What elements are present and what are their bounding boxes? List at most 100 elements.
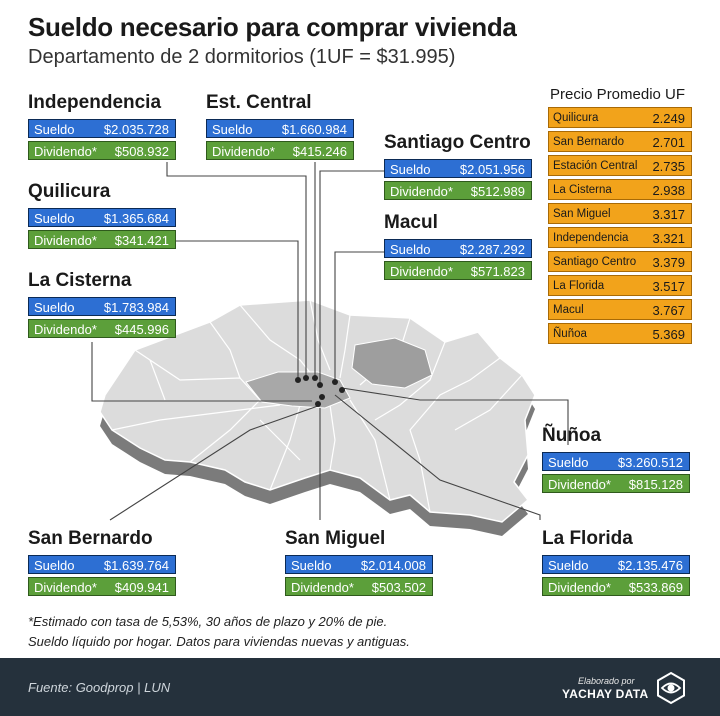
dividendo-label: Dividendo* [34, 233, 97, 248]
price-comuna: Santiago Centro [553, 256, 637, 268]
price-table-title: Precio Promedio UF [550, 86, 686, 103]
price-row: La Cisterna 2.938 [548, 179, 692, 200]
price-value: 2.701 [652, 135, 685, 150]
dividendo-value: $815.128 [628, 477, 683, 492]
brand-name: YACHAY DATA [562, 687, 649, 701]
dividendo-label: Dividendo* [548, 477, 611, 492]
dividendo-row: Dividendo* $341.421 [28, 230, 176, 249]
price-comuna: Independencia [553, 232, 629, 244]
comuna-name: Independencia [28, 92, 162, 113]
price-value: 3.317 [652, 207, 685, 222]
comuna-name: La Florida [542, 528, 633, 549]
sueldo-row: Sueldo $3.260.512 [542, 452, 690, 471]
source-text: Fuente: Goodprop | LUN [28, 680, 171, 695]
sueldo-label: Sueldo [390, 162, 431, 177]
sueldo-label: Sueldo [34, 558, 75, 573]
price-row: Ñuñoa 5.369 [548, 323, 692, 344]
price-value: 3.379 [652, 255, 685, 270]
price-value: 3.767 [652, 303, 685, 318]
sueldo-value: $2.287.292 [459, 242, 525, 257]
sueldo-label: Sueldo [34, 300, 75, 315]
comuna-name: San Bernardo [28, 528, 153, 549]
sueldo-value: $3.260.512 [617, 455, 683, 470]
price-row: Independencia 3.321 [548, 227, 692, 248]
price-comuna: La Florida [553, 280, 605, 292]
price-row: Estación Central 2.735 [548, 155, 692, 176]
price-table: Quilicura 2.249 San Bernardo 2.701 Estació… [548, 107, 692, 347]
dividendo-value: $533.869 [628, 580, 683, 595]
sueldo-value: $2.135.476 [617, 558, 683, 573]
dividendo-label: Dividendo* [390, 264, 453, 279]
price-comuna: Macul [553, 304, 584, 316]
price-row: Santiago Centro 3.379 [548, 251, 692, 272]
sueldo-row: Sueldo $1.783.984 [28, 297, 176, 316]
sueldo-row: Sueldo $1.639.764 [28, 555, 176, 574]
sueldo-row: Sueldo $2.287.292 [384, 239, 532, 258]
sueldo-value: $2.035.728 [103, 122, 169, 137]
price-comuna: Quilicura [553, 112, 599, 124]
footnote: *Estimado con tasa de 5,53%, 30 años de … [28, 612, 410, 652]
dividendo-label: Dividendo* [34, 322, 97, 337]
price-comuna: Estación Central [553, 160, 638, 172]
sueldo-label: Sueldo [34, 122, 75, 137]
sueldo-value: $2.051.956 [459, 162, 525, 177]
card-san-bernardo: San Bernardo Sueldo $1.639.764 Dividendo*… [28, 528, 176, 599]
sueldo-value: $1.639.764 [103, 558, 169, 573]
card-la-cisterna: La Cisterna Sueldo $1.783.984 Dividendo* $… [28, 270, 176, 341]
footnote-line-2: Sueldo líquido por hogar. Datos para viv… [28, 634, 410, 649]
price-value: 2.735 [652, 159, 685, 174]
elaborado-text: Elaborado por [578, 676, 635, 686]
dividendo-value: $341.421 [114, 233, 169, 248]
price-comuna: San Miguel [553, 208, 611, 220]
price-row: Quilicura 2.249 [548, 107, 692, 128]
dividendo-row: Dividendo* $533.869 [542, 577, 690, 596]
sueldo-row: Sueldo $2.135.476 [542, 555, 690, 574]
dividendo-row: Dividendo* $503.502 [285, 577, 433, 596]
dividendo-label: Dividendo* [390, 184, 453, 199]
dividendo-value: $415.246 [292, 144, 347, 159]
sueldo-value: $1.365.684 [103, 211, 169, 226]
dividendo-value: $409.941 [114, 580, 169, 595]
location-dots [295, 375, 345, 407]
leader-lines [91, 162, 569, 521]
dividendo-row: Dividendo* $409.941 [28, 577, 176, 596]
dividendo-value: $512.989 [470, 184, 525, 199]
price-comuna: Ñuñoa [553, 328, 587, 340]
comuna-name: La Cisterna [28, 270, 132, 291]
sueldo-label: Sueldo [548, 558, 589, 573]
price-comuna: San Bernardo [553, 136, 624, 148]
dividendo-label: Dividendo* [34, 144, 97, 159]
card-la-florida: La Florida Sueldo $2.135.476 Dividendo* $5… [542, 528, 690, 599]
dividendo-value: $445.996 [114, 322, 169, 337]
footer: Fuente: Goodprop | LUN Elaborado por YAC… [0, 658, 720, 716]
sueldo-value: $1.783.984 [103, 300, 169, 315]
sueldo-label: Sueldo [390, 242, 431, 257]
comuna-name: Est. Central [206, 92, 312, 113]
sueldo-label: Sueldo [548, 455, 589, 470]
card-macul: Macul Sueldo $2.287.292 Dividendo* $571.82… [384, 212, 532, 283]
card-santiago-centro: Santiago Centro Sueldo $2.051.956 Dividen… [384, 132, 532, 203]
dividendo-label: Dividendo* [291, 580, 354, 595]
price-row: La Florida 3.517 [548, 275, 692, 296]
dividendo-value: $508.932 [114, 144, 169, 159]
dividendo-label: Dividendo* [548, 580, 611, 595]
sueldo-value: $2.014.008 [360, 558, 426, 573]
sueldo-row: Sueldo $2.035.728 [28, 119, 176, 138]
sueldo-row: Sueldo $2.051.956 [384, 159, 532, 178]
dividendo-row: Dividendo* $815.128 [542, 474, 690, 493]
dividendo-label: Dividendo* [212, 144, 275, 159]
price-value: 3.517 [652, 279, 685, 294]
eye-logo-icon [657, 671, 685, 705]
sueldo-label: Sueldo [291, 558, 332, 573]
card-est-central: Est. Central Sueldo $1.660.984 Dividendo*… [206, 92, 354, 163]
card-quilicura: Quilicura Sueldo $1.365.684 Dividendo* $34… [28, 181, 176, 252]
card-nunoa: Ñuñoa Sueldo $3.260.512 Dividendo* $815.12… [542, 425, 690, 496]
footnote-line-1: *Estimado con tasa de 5,53%, 30 años de … [28, 614, 388, 629]
sueldo-row: Sueldo $1.365.684 [28, 208, 176, 227]
comuna-name: Santiago Centro [384, 132, 531, 153]
dividendo-row: Dividendo* $415.246 [206, 141, 354, 160]
price-row: San Miguel 3.317 [548, 203, 692, 224]
map-highlight-north [351, 337, 433, 389]
card-independencia: Independencia Sueldo $2.035.728 Dividendo… [28, 92, 176, 163]
